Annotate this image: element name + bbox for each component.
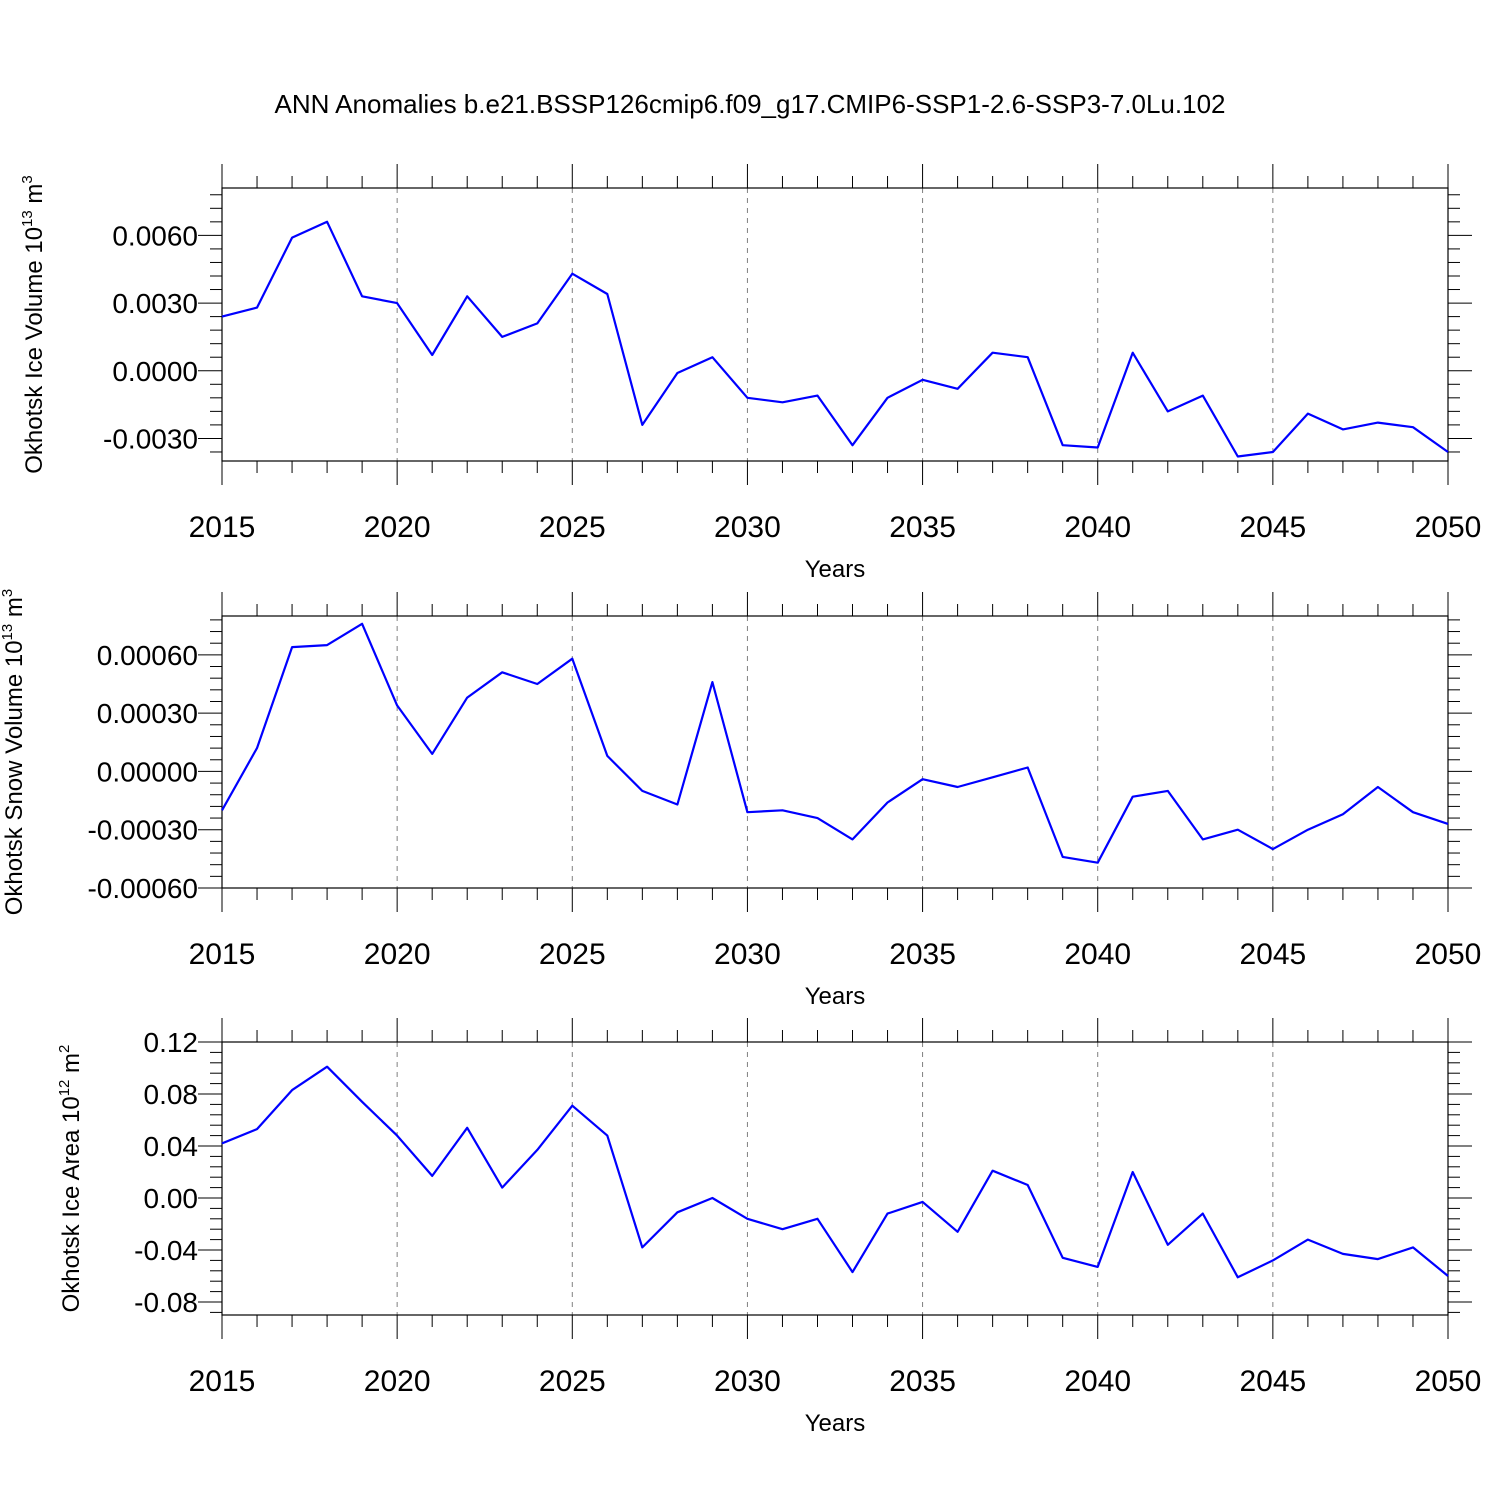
y-axis-label: Okhotsk Ice Area 1012 m2: [56, 1045, 85, 1313]
y-tick-label: 0.00030: [97, 698, 198, 729]
x-tick-label: 2035: [889, 1365, 956, 1398]
x-axis-label: Years: [805, 983, 866, 1010]
y-tick-label: 0.00060: [97, 640, 198, 671]
panel-1: 2015 2020 2025 2030 2035 2040 2045 2050 0.0060 0.…: [19, 164, 1481, 583]
x-tick-label: 2045: [1239, 938, 1306, 971]
plot-frame: [221, 187, 1449, 462]
y-tick-label: 0.0060: [112, 220, 198, 251]
x-tick-label: 2020: [364, 511, 431, 544]
y-tick-label: -0.08: [134, 1287, 198, 1318]
x-axis-label: Years: [805, 556, 866, 583]
y-axis-label: Okhotsk Snow Volume 1013 m3: [0, 589, 28, 916]
x-tick-label: 2040: [1064, 1365, 1131, 1398]
y-tick-label: 0.0000: [112, 356, 198, 387]
y-tick-label: 0.04: [144, 1131, 199, 1162]
x-tick-label: 2030: [714, 511, 781, 544]
panels: 2015 2020 2025 2030 2035 2040 2045 2050 0.0060 0.…: [0, 164, 1481, 1437]
x-tick-label: 2050: [1415, 938, 1482, 971]
x-tick-label: 2025: [539, 1365, 606, 1398]
x-tick-label: 2015: [189, 1365, 256, 1398]
series-line: [221, 622, 1449, 864]
x-tick-label: 2045: [1239, 1365, 1306, 1398]
panel-3: 2015 2020 2025 2030 2035 2040 2045 2050 0.12 0.08…: [56, 1018, 1481, 1437]
panel-2: 2015 2020 2025 2030 2035 2040 2045 2050 0.00060 0…: [0, 589, 1481, 1010]
series-line: [221, 1065, 1449, 1279]
x-tick-label: 2030: [714, 1365, 781, 1398]
x-tick-label: 2030: [714, 938, 781, 971]
x-tick-label: 2015: [189, 938, 256, 971]
x-tick-label: 2015: [189, 511, 256, 544]
y-tick-label: -0.0030: [103, 423, 198, 454]
x-tick-label: 2020: [364, 1365, 431, 1398]
y-tick-label: -0.00030: [87, 815, 198, 846]
y-tick-label: -0.00060: [87, 873, 198, 904]
y-tick-label: -0.04: [134, 1235, 198, 1266]
x-axis-label: Years: [805, 1410, 866, 1437]
x-tick-label: 2035: [889, 938, 956, 971]
plot-frame: [221, 1041, 1449, 1316]
y-tick-label: 0.12: [144, 1027, 199, 1058]
x-tick-label: 2020: [364, 938, 431, 971]
plot-frame: [221, 615, 1449, 889]
y-tick-label: 0.08: [144, 1079, 199, 1110]
x-tick-label: 2040: [1064, 938, 1131, 971]
series-line: [221, 220, 1449, 458]
x-tick-label: 2040: [1064, 511, 1131, 544]
x-tick-label: 2025: [539, 938, 606, 971]
y-tick-label: 0.00000: [97, 756, 198, 787]
y-tick-label: 0.00: [144, 1183, 199, 1214]
y-tick-label: 0.0030: [112, 288, 198, 319]
chart-title: ANN Anomalies b.e21.BSSP126cmip6.f09_g17…: [275, 89, 1226, 119]
y-axis-label: Okhotsk Ice Volume 1013 m3: [19, 175, 48, 474]
x-tick-label: 2025: [539, 511, 606, 544]
x-tick-label: 2050: [1415, 1365, 1482, 1398]
x-tick-label: 2045: [1239, 511, 1306, 544]
x-tick-label: 2035: [889, 511, 956, 544]
x-tick-label: 2050: [1415, 511, 1482, 544]
